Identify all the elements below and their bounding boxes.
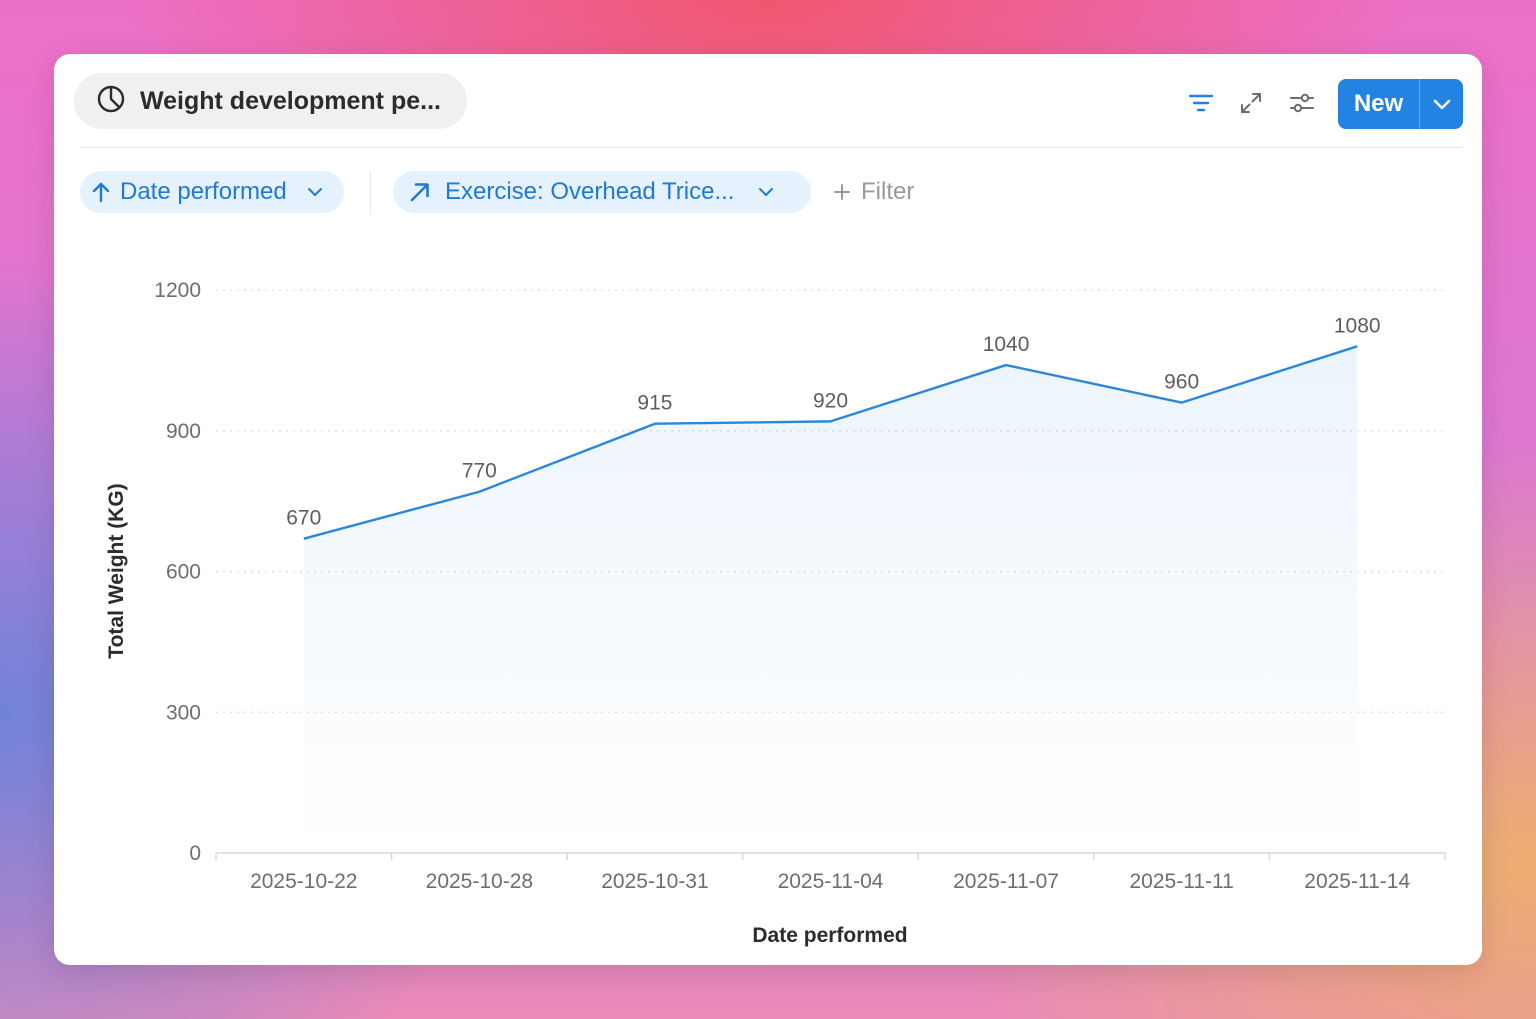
- data-point[interactable]: [649, 418, 661, 430]
- x-tick-label: 2025-11-04: [778, 870, 884, 893]
- data-label: 1040: [983, 333, 1030, 356]
- arrow-up-icon: [92, 182, 110, 203]
- new-button[interactable]: New: [1353, 90, 1404, 117]
- y-axis-title: Total Weight (KG): [105, 483, 128, 658]
- data-point[interactable]: [298, 533, 310, 545]
- view-title-tab[interactable]: Weight development pe...: [74, 73, 467, 129]
- chart-window: Weight development pe... New: [54, 54, 1482, 965]
- x-tick-label: 2025-10-28: [426, 870, 533, 893]
- filter-lines-icon[interactable]: [1186, 88, 1216, 118]
- sort-chip-label: Date performed: [120, 178, 287, 205]
- x-axis-title: Date performed: [752, 924, 907, 947]
- y-tick-label: 300: [166, 701, 201, 724]
- y-tick-label: 0: [189, 842, 201, 865]
- pie-chart-icon: [96, 84, 126, 119]
- new-button-divider: [1419, 79, 1420, 129]
- data-point[interactable]: [1351, 340, 1363, 352]
- add-filter-label: Filter: [861, 178, 915, 205]
- chevron-down-icon: [758, 187, 774, 197]
- exercise-filter-chip[interactable]: Exercise: Overhead Trice...: [393, 171, 811, 213]
- plus-icon: [834, 184, 850, 200]
- chip-separator: [370, 172, 371, 214]
- data-point[interactable]: [825, 415, 837, 427]
- arrow-up-right-icon: [410, 183, 429, 202]
- data-point[interactable]: [1176, 397, 1188, 409]
- expand-arrows-icon[interactable]: [1236, 88, 1266, 118]
- chevron-down-icon: [307, 187, 323, 197]
- exercise-filter-label: Exercise: Overhead Trice...: [445, 178, 735, 205]
- view-title: Weight development pe...: [140, 86, 441, 115]
- x-tick-label: 2025-10-22: [250, 870, 357, 893]
- series-line: [303, 345, 1358, 540]
- chevron-down-icon: [1433, 99, 1450, 110]
- data-label: 960: [1164, 371, 1199, 394]
- y-tick-label: 600: [166, 561, 201, 584]
- data-point[interactable]: [1000, 359, 1012, 371]
- sliders-icon[interactable]: [1287, 88, 1317, 118]
- new-button-group: New: [1338, 79, 1463, 129]
- line-chart: 0 300 600 900 1200 2025-10-22 2025-10-28 2025-1…: [105, 279, 1446, 947]
- data-label: 915: [637, 392, 672, 415]
- series-area: [303, 346, 1358, 853]
- data-label: 1080: [1334, 314, 1381, 337]
- x-tick-label: 2025-10-31: [601, 870, 708, 893]
- y-tick-label: 900: [166, 420, 201, 443]
- add-filter-button[interactable]: Filter: [833, 176, 914, 208]
- x-tick-label: 2025-11-11: [1129, 870, 1233, 893]
- y-tick-label: 1200: [154, 279, 201, 302]
- sort-chip[interactable]: Date performed: [80, 171, 344, 213]
- data-label: 770: [462, 460, 497, 483]
- data-label: 670: [286, 507, 321, 530]
- new-dropdown-button[interactable]: [1420, 79, 1463, 129]
- data-point[interactable]: [473, 486, 485, 498]
- header-divider: [80, 147, 1462, 148]
- x-tick-label: 2025-11-07: [953, 870, 1059, 893]
- data-label: 920: [813, 389, 848, 412]
- x-tick-label: 2025-11-14: [1304, 870, 1410, 893]
